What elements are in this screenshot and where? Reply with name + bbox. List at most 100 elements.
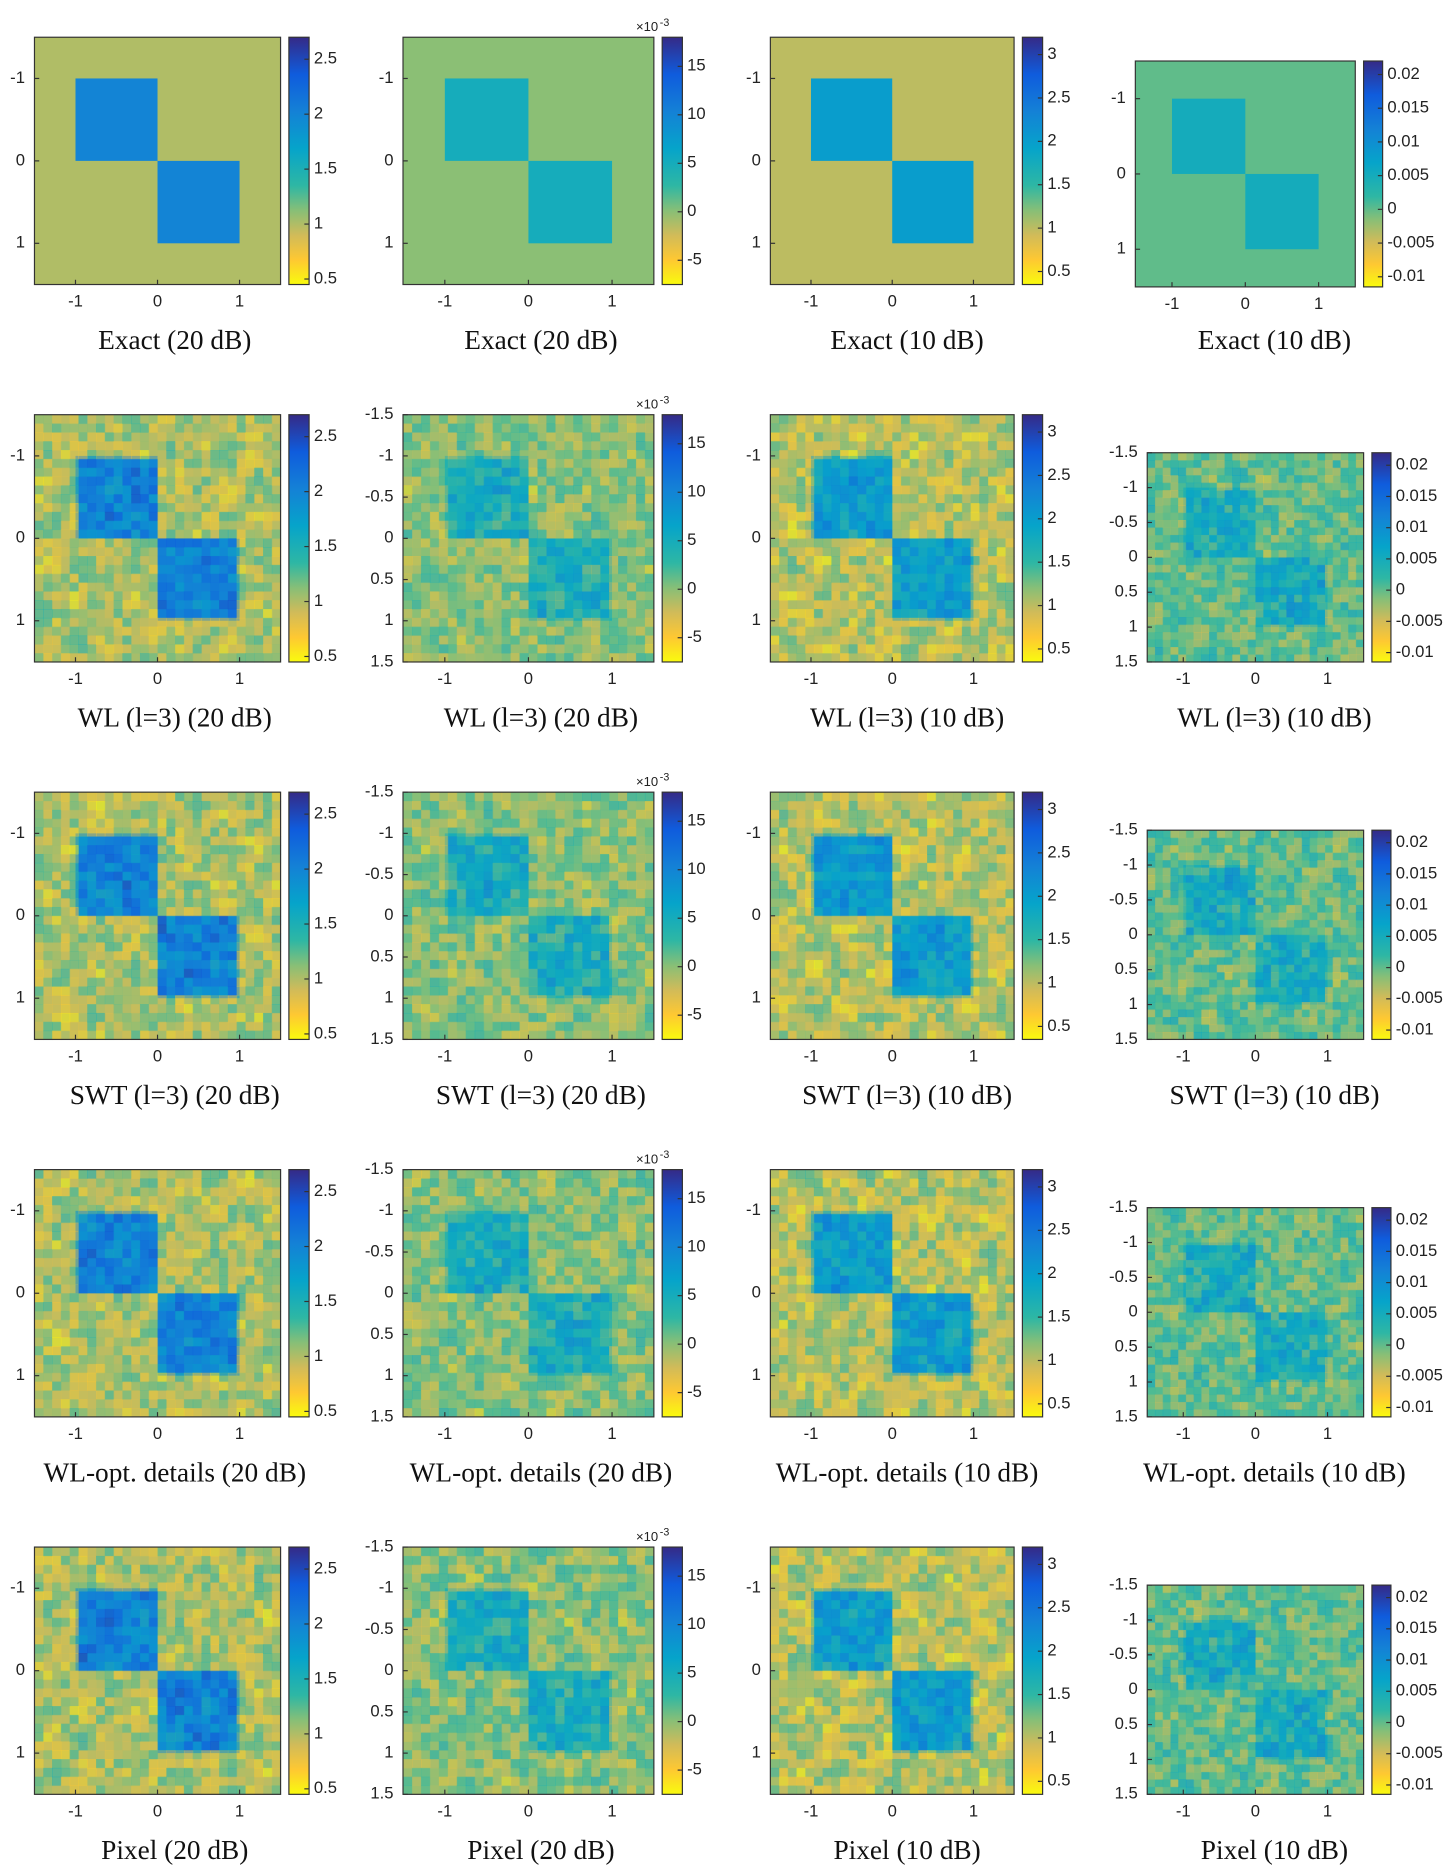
texture (87, 880, 97, 890)
texture (236, 626, 247, 637)
texture (1201, 527, 1210, 536)
texture (236, 933, 247, 943)
texture (271, 591, 282, 601)
texture (131, 853, 141, 864)
colorbar-exponent-base: ×10 (636, 19, 658, 34)
texture (961, 441, 972, 451)
texture (779, 414, 789, 425)
texture (447, 933, 458, 943)
texture (122, 880, 132, 890)
texture (183, 853, 194, 864)
texture (770, 414, 780, 425)
texture (626, 432, 637, 442)
texture (236, 880, 247, 890)
texture (411, 898, 422, 908)
texture (78, 977, 88, 988)
texture (1324, 609, 1334, 618)
texture (1154, 534, 1164, 544)
texture (131, 1012, 141, 1023)
texture (1247, 572, 1257, 581)
colorbar-tick-label: -5 (687, 627, 702, 646)
texture (474, 591, 485, 601)
texture (546, 450, 556, 460)
texture (831, 644, 841, 654)
texture (104, 529, 115, 539)
texture (201, 898, 211, 908)
texture (183, 898, 194, 908)
texture (175, 503, 185, 513)
texture (600, 635, 610, 645)
texture (78, 898, 88, 908)
texture (1154, 617, 1164, 626)
texture (501, 836, 512, 846)
x-tick-label: 1 (1314, 294, 1323, 313)
texture (113, 485, 123, 495)
texture (465, 608, 476, 619)
y-tick-label: -1 (10, 823, 25, 842)
texture (183, 564, 194, 575)
texture (104, 458, 115, 469)
texture (139, 1004, 150, 1014)
texture (1270, 572, 1280, 581)
texture (438, 1012, 449, 1023)
texture (245, 591, 255, 601)
texture (201, 511, 211, 522)
texture (122, 414, 132, 425)
texture (139, 494, 150, 504)
texture (403, 432, 413, 442)
texture (1255, 497, 1264, 506)
texture (822, 423, 832, 433)
texture (465, 853, 476, 864)
texture (236, 591, 247, 601)
texture (805, 573, 815, 584)
texture (537, 836, 547, 846)
texture (1170, 647, 1179, 656)
texture (528, 986, 538, 996)
texture (34, 951, 44, 961)
texture (1201, 572, 1210, 581)
texture (1005, 503, 1015, 513)
texture (635, 644, 646, 654)
texture (78, 906, 88, 917)
texture (411, 450, 422, 460)
texture (1209, 609, 1218, 618)
texture (961, 485, 972, 495)
texture (69, 906, 80, 917)
texture (1005, 458, 1015, 469)
texture (183, 626, 194, 637)
texture (210, 809, 220, 820)
texture (447, 644, 458, 654)
texture (157, 653, 167, 663)
texture (1255, 602, 1264, 611)
texture (591, 555, 601, 566)
texture (34, 458, 44, 469)
texture (1232, 564, 1241, 573)
texture (555, 538, 565, 548)
colorbar-frame (1371, 452, 1392, 663)
texture (78, 494, 88, 504)
texture (618, 635, 628, 645)
texture (635, 600, 646, 610)
texture (770, 617, 780, 628)
texture (944, 441, 954, 451)
texture (600, 626, 610, 637)
colorbar-frame (1362, 60, 1384, 288)
texture (1193, 549, 1202, 558)
texture (1332, 505, 1342, 514)
texture (582, 626, 592, 637)
texture (131, 511, 141, 522)
texture (618, 423, 628, 433)
texture (796, 423, 806, 433)
texture (970, 547, 980, 557)
texture (166, 959, 176, 970)
texture (822, 547, 832, 557)
texture (420, 853, 431, 864)
texture (34, 582, 44, 592)
texture (582, 423, 592, 433)
texture (104, 968, 115, 979)
texture (787, 591, 798, 601)
texture (1294, 602, 1303, 611)
texture (219, 827, 229, 837)
texture (236, 1030, 247, 1041)
